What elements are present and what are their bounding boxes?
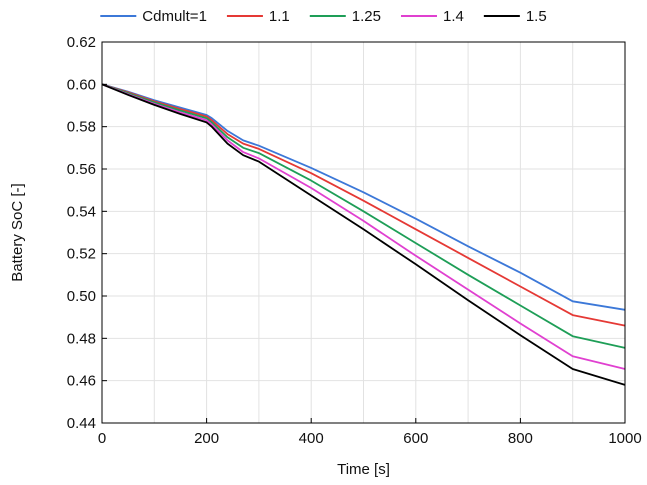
grid-lines [102, 42, 625, 423]
x-axis-title: Time [s] [337, 461, 390, 478]
legend-item: 1.25 [309, 8, 381, 25]
legend-label: Cdmult=1 [142, 8, 207, 25]
x-tick-label: 800 [508, 430, 533, 447]
x-tick-label: 600 [403, 430, 428, 447]
series-layer [101, 83, 626, 386]
y-tick-label: 0.56 [67, 161, 96, 178]
legend-item: 1.5 [483, 8, 547, 25]
legend-item: Cdmult=1 [100, 8, 207, 25]
x-tick-label: 200 [194, 430, 219, 447]
y-tick-label: 0.44 [67, 415, 96, 432]
legend-label: 1.4 [443, 8, 464, 25]
y-axis-title: Battery SoC [-] [9, 183, 26, 281]
series-line [101, 83, 626, 349]
y-tick-label: 0.60 [67, 76, 96, 93]
legend-item: 1.4 [400, 8, 464, 25]
y-tick-label: 0.46 [67, 373, 96, 390]
x-tick-label: 0 [98, 430, 106, 447]
legend-label: 1.1 [269, 8, 290, 25]
y-tick-label: 0.52 [67, 246, 96, 263]
x-tick-label: 400 [299, 430, 324, 447]
y-tick-label: 0.62 [67, 34, 96, 51]
series-line [101, 83, 626, 386]
x-tick-label: 1000 [608, 430, 641, 447]
y-tick-label: 0.54 [67, 203, 96, 220]
series-line [101, 83, 626, 311]
legend: Cdmult=1 1.1 1.25 1.4 1.5 [100, 8, 547, 25]
y-tick-label: 0.50 [67, 288, 96, 305]
y-tick-label: 0.48 [67, 330, 96, 347]
series-line [101, 83, 626, 327]
series-line [101, 83, 626, 370]
y-tick-label: 0.58 [67, 119, 96, 136]
legend-item: 1.1 [226, 8, 290, 25]
axes: 0 200 400 600 800 1000 0.44 0.46 0.48 0.50 0.52 0.5… [67, 34, 642, 447]
legend-label: 1.25 [352, 8, 381, 25]
legend-label: 1.5 [526, 8, 547, 25]
plot-area-frame [101, 41, 626, 424]
